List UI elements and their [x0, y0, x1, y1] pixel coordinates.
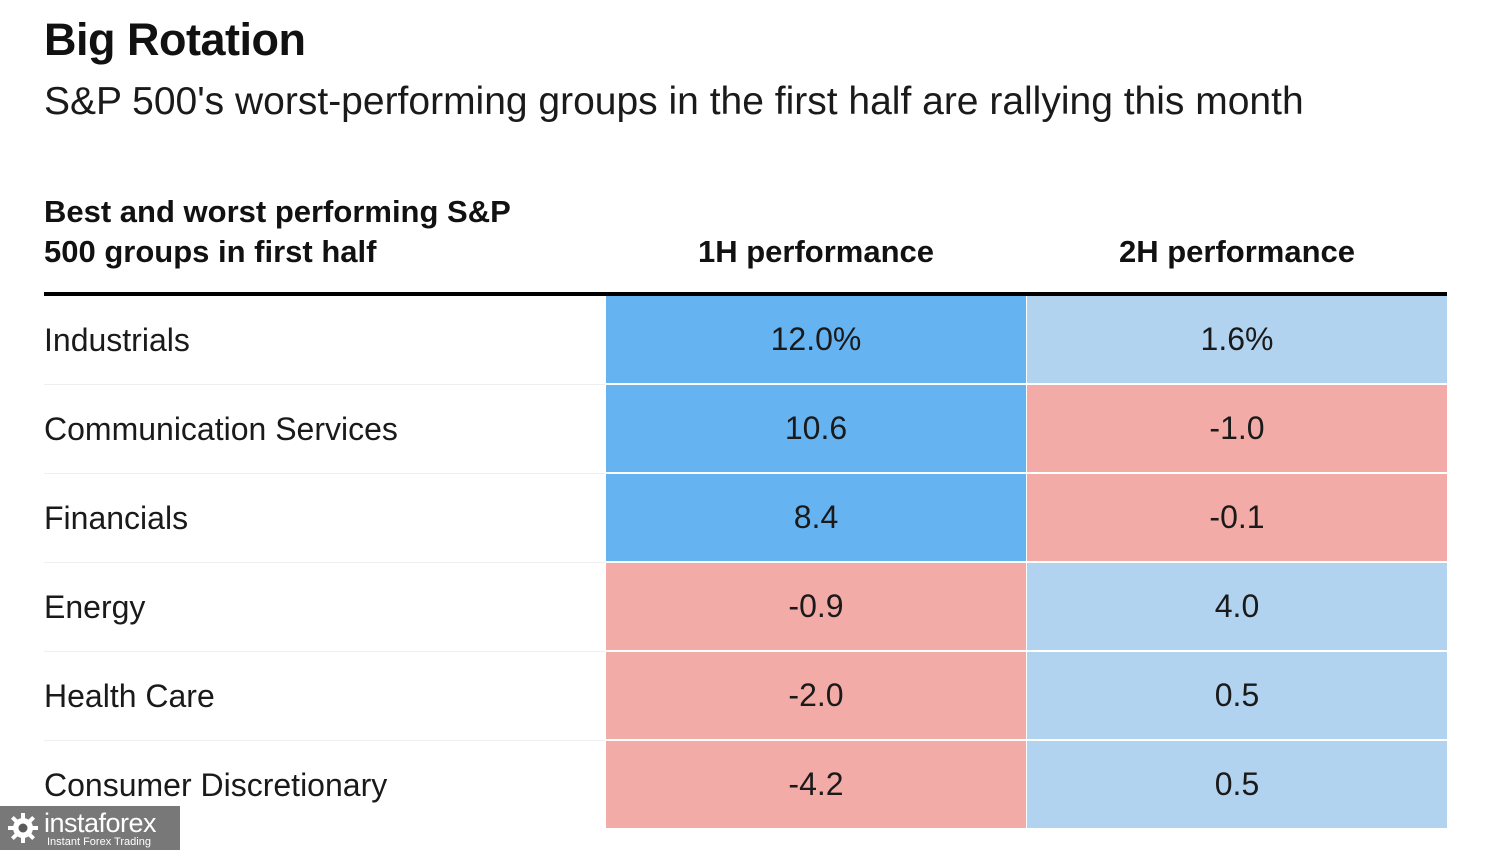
column-header-1h: 1H performance — [697, 234, 935, 269]
table-row: Energy -0.9 4.0 — [0, 563, 1500, 652]
cell-1h-performance: -4.2 — [606, 741, 1026, 828]
table-row: Communication Services 10.6 -1.0 — [0, 385, 1500, 474]
cell-1h-performance: 12.0% — [606, 296, 1026, 383]
table-row: Financials 8.4 -0.1 — [0, 474, 1500, 563]
watermark-tagline: Instant Forex Trading — [47, 836, 151, 848]
page-subtitle: S&P 500's worst-performing groups in the… — [44, 80, 1304, 123]
row-separator — [44, 651, 605, 652]
cell-2h-performance: 1.6% — [1027, 296, 1447, 383]
row-group-label: Energy — [44, 589, 146, 625]
watermark: instaforex Instant Forex Trading — [0, 806, 180, 850]
row-group-label: Financials — [44, 500, 189, 536]
table-row: Health Care -2.0 0.5 — [0, 652, 1500, 741]
table-row: Industrials 12.0% 1.6% — [0, 296, 1500, 385]
gear-logo-icon — [8, 813, 38, 843]
row-separator — [44, 562, 605, 563]
cell-2h-performance: 0.5 — [1027, 652, 1447, 739]
page-title: Big Rotation — [44, 14, 306, 65]
cell-1h-performance: -0.9 — [606, 563, 1026, 650]
column-header-2h: 2H performance — [1118, 234, 1356, 269]
cell-2h-performance: 4.0 — [1027, 563, 1447, 650]
table-row: Consumer Discretionary -4.2 0.5 — [0, 741, 1500, 830]
cell-1h-performance: -2.0 — [606, 652, 1026, 739]
row-group-label: Industrials — [44, 322, 190, 358]
column-header-group: Best and worst performing S&P 500 groups… — [44, 194, 511, 269]
cell-1h-performance: 8.4 — [606, 474, 1026, 561]
row-separator — [44, 740, 605, 741]
cell-1h-performance: 10.6 — [606, 385, 1026, 472]
cell-2h-performance: 0.5 — [1027, 741, 1447, 828]
row-separator — [44, 473, 605, 474]
cell-2h-performance: -0.1 — [1027, 474, 1447, 561]
header-rule — [44, 292, 1447, 296]
row-separator — [44, 384, 605, 385]
watermark-name: instaforex — [44, 808, 157, 838]
row-group-label: Consumer Discretionary — [44, 767, 388, 803]
row-group-label: Health Care — [44, 678, 215, 714]
row-group-label: Communication Services — [44, 411, 398, 447]
cell-2h-performance: -1.0 — [1027, 385, 1447, 472]
